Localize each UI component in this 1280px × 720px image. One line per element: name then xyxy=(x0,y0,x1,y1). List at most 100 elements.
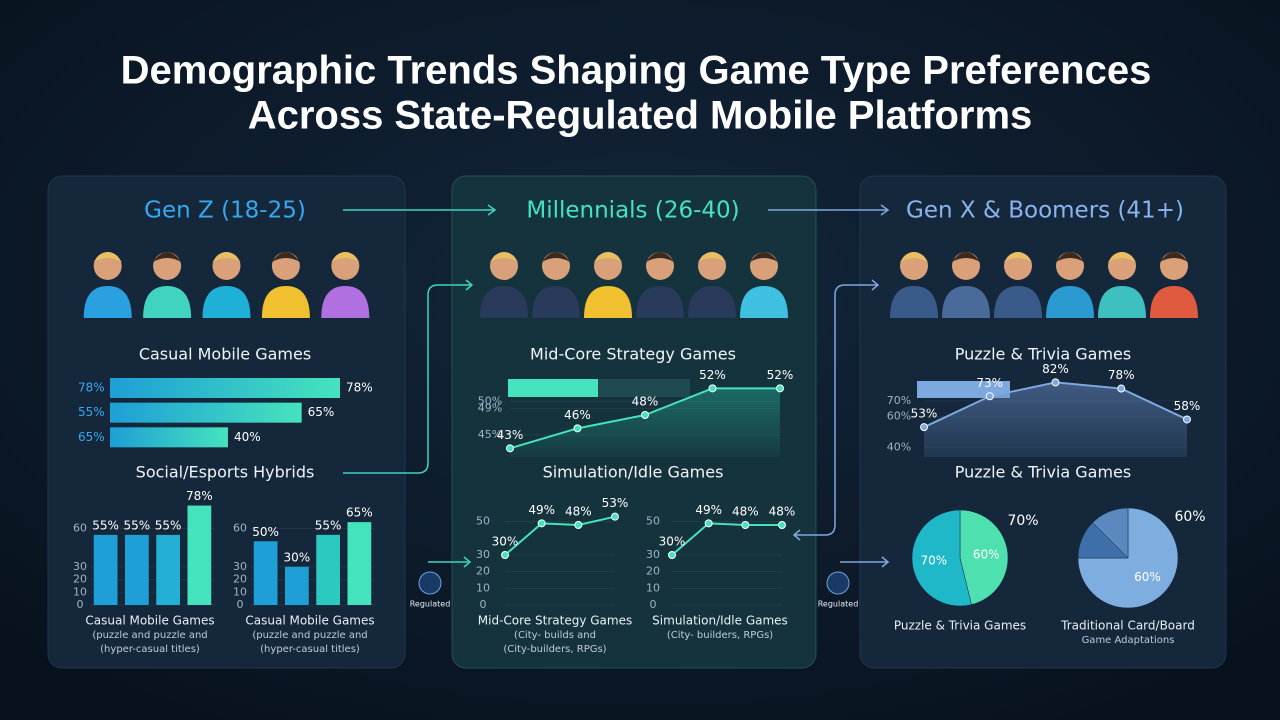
person-hair xyxy=(93,252,122,262)
category-label: 55% xyxy=(78,405,105,419)
line xyxy=(671,522,782,556)
person-hair xyxy=(1108,252,1136,262)
annotation: 60% xyxy=(1174,509,1205,525)
person-icon xyxy=(890,286,938,318)
chart-caption: Simulation/Idle Games xyxy=(652,614,788,628)
y-tick-label: 60 xyxy=(73,522,87,535)
person-hair xyxy=(331,252,360,262)
y-tick-label: 0 xyxy=(480,598,487,611)
value-label: 50% xyxy=(252,525,279,539)
category-label: 78% xyxy=(78,381,105,395)
person-icon xyxy=(321,286,370,318)
value-label: 48% xyxy=(732,505,759,519)
point xyxy=(641,411,649,419)
y-tick-label: 49% xyxy=(478,401,502,414)
point xyxy=(1183,415,1191,424)
area xyxy=(510,388,780,457)
value-label: 58% xyxy=(1174,399,1201,413)
section-title: Mid-Core Strategy Games xyxy=(530,345,736,364)
point xyxy=(778,521,786,529)
person-hair xyxy=(594,252,622,262)
y-tick-label: 0 xyxy=(650,598,657,611)
category-label: 65% xyxy=(78,430,105,444)
point xyxy=(704,519,713,528)
bar xyxy=(253,541,278,605)
value-label: 60% xyxy=(973,547,1000,561)
person-hair xyxy=(698,252,726,262)
chart-caption: (City-builders, RPGs) xyxy=(503,644,606,655)
chart-caption: (hyper-casual titles) xyxy=(100,644,200,655)
annotation: 70% xyxy=(1007,513,1038,529)
point xyxy=(537,519,546,528)
person-hair xyxy=(646,252,674,262)
value-label: 82% xyxy=(1042,362,1069,376)
panel-heading: Gen X & Boomers (41+) xyxy=(906,198,1184,224)
y-tick-label: 40% xyxy=(887,440,911,453)
person-icon xyxy=(688,286,736,318)
person-icon xyxy=(480,286,528,318)
chart-caption: Puzzle & Trivia Games xyxy=(894,619,1026,633)
point xyxy=(920,423,928,432)
person-icon xyxy=(942,286,990,318)
value-label: 65% xyxy=(308,405,335,419)
badge-label: Regulated xyxy=(410,600,451,609)
value-label: 55% xyxy=(315,518,342,532)
person-icon xyxy=(636,286,684,318)
value-label: 53% xyxy=(911,407,938,421)
section-title: Puzzle & Trivia Games xyxy=(955,463,1131,482)
bar xyxy=(285,566,309,605)
chart-caption: Game Adaptations xyxy=(1082,635,1175,646)
person-icon xyxy=(1046,286,1094,318)
y-tick-label: 50% xyxy=(478,395,502,408)
person-hair xyxy=(212,252,241,262)
person-hair xyxy=(1160,252,1188,262)
value-label: 55% xyxy=(92,518,119,532)
person-icon xyxy=(143,286,192,318)
point xyxy=(1051,378,1060,387)
pie-slice xyxy=(1077,507,1179,609)
section-title: Puzzle & Trivia Games xyxy=(955,345,1131,364)
area xyxy=(924,382,1187,457)
y-tick-label: 10 xyxy=(233,585,247,598)
chart-caption: Casual Mobile Games xyxy=(85,614,214,628)
pie-slice xyxy=(1092,507,1129,559)
value-label: 30% xyxy=(284,550,311,564)
section-title: Casual Mobile Games xyxy=(139,345,311,364)
panel-heading: Gen Z (18-25) xyxy=(144,198,306,224)
person-icon xyxy=(584,286,632,318)
point xyxy=(668,551,676,559)
badge-icon xyxy=(826,571,850,595)
y-tick-label: 30 xyxy=(73,560,87,573)
person-hair xyxy=(900,252,928,262)
y-tick-label: 70% xyxy=(887,394,911,407)
bar xyxy=(156,534,180,605)
bar xyxy=(110,427,228,448)
y-tick-label: 30 xyxy=(476,548,490,561)
person-hair xyxy=(490,252,518,262)
y-tick-label: 20 xyxy=(646,565,660,578)
value-label: 52% xyxy=(699,368,726,382)
point xyxy=(776,384,784,393)
value-label: 65% xyxy=(346,506,373,520)
value-label: 48% xyxy=(769,505,796,519)
y-tick-label: 0 xyxy=(237,598,244,611)
point xyxy=(574,521,583,529)
y-tick-label: 20 xyxy=(73,573,87,586)
panel-heading: Millennials (26-40) xyxy=(526,198,739,224)
value-label: 70% xyxy=(920,554,947,568)
line xyxy=(504,515,616,556)
value-label: 55% xyxy=(155,518,182,532)
bar xyxy=(347,522,372,605)
value-label: 49% xyxy=(695,503,722,517)
bar xyxy=(316,534,340,605)
person-hair xyxy=(952,252,980,262)
value-label: 78% xyxy=(1108,368,1135,382)
y-tick-label: 10 xyxy=(646,581,660,594)
chart-caption: Casual Mobile Games xyxy=(245,614,374,628)
section-title: Simulation/Idle Games xyxy=(543,463,724,482)
chart-caption: Traditional Card/Board xyxy=(1060,619,1195,633)
y-tick-label: 60% xyxy=(887,409,911,422)
value-label: 40% xyxy=(234,430,261,444)
person-hair xyxy=(750,252,778,262)
